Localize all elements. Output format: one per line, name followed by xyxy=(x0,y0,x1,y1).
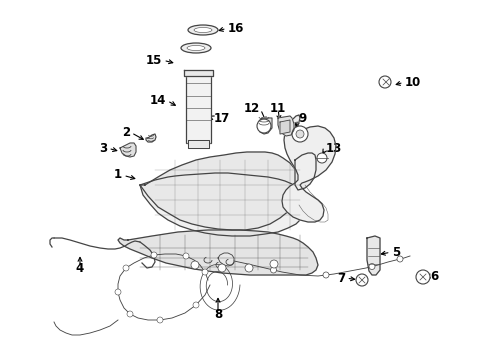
Circle shape xyxy=(323,272,328,278)
Polygon shape xyxy=(183,70,213,76)
Circle shape xyxy=(355,274,367,286)
Circle shape xyxy=(270,267,276,273)
Circle shape xyxy=(291,126,307,142)
Text: 4: 4 xyxy=(76,261,84,274)
Circle shape xyxy=(316,153,326,163)
Polygon shape xyxy=(118,230,317,275)
Text: 8: 8 xyxy=(213,309,222,321)
Circle shape xyxy=(127,311,133,317)
Circle shape xyxy=(218,264,225,272)
Polygon shape xyxy=(280,120,289,134)
Polygon shape xyxy=(187,140,208,148)
Polygon shape xyxy=(282,115,335,222)
Circle shape xyxy=(123,265,129,271)
Circle shape xyxy=(244,264,252,272)
Circle shape xyxy=(396,256,402,262)
Polygon shape xyxy=(140,152,305,230)
Polygon shape xyxy=(146,134,156,142)
Text: 10: 10 xyxy=(404,76,420,89)
Text: 1: 1 xyxy=(114,168,122,181)
Circle shape xyxy=(295,130,304,138)
Text: 13: 13 xyxy=(325,141,342,154)
Circle shape xyxy=(368,264,374,270)
Polygon shape xyxy=(258,118,271,134)
Text: 15: 15 xyxy=(145,54,162,67)
Polygon shape xyxy=(278,116,293,136)
Text: 16: 16 xyxy=(227,22,244,35)
Circle shape xyxy=(191,261,199,269)
Circle shape xyxy=(202,269,207,275)
Circle shape xyxy=(193,302,199,308)
Circle shape xyxy=(157,317,163,323)
Text: 9: 9 xyxy=(297,112,305,125)
Polygon shape xyxy=(218,253,234,266)
Polygon shape xyxy=(294,153,315,190)
Polygon shape xyxy=(366,236,379,275)
Circle shape xyxy=(269,260,278,268)
Text: 17: 17 xyxy=(214,112,230,125)
Circle shape xyxy=(183,253,189,259)
Circle shape xyxy=(151,252,157,258)
Text: 6: 6 xyxy=(429,270,437,283)
Text: 3: 3 xyxy=(99,141,107,154)
Text: 11: 11 xyxy=(269,102,285,114)
Polygon shape xyxy=(140,173,305,236)
Circle shape xyxy=(115,289,121,295)
Text: 7: 7 xyxy=(336,271,345,284)
Text: 12: 12 xyxy=(243,102,260,114)
Circle shape xyxy=(378,76,390,88)
Ellipse shape xyxy=(194,27,212,32)
Ellipse shape xyxy=(181,43,210,53)
Text: 2: 2 xyxy=(122,126,130,139)
Text: 5: 5 xyxy=(391,246,400,258)
Circle shape xyxy=(257,119,270,133)
Text: 14: 14 xyxy=(149,94,165,107)
Ellipse shape xyxy=(186,45,204,50)
Ellipse shape xyxy=(187,25,218,35)
Circle shape xyxy=(415,270,429,284)
Bar xyxy=(185,73,210,143)
Polygon shape xyxy=(120,143,136,157)
